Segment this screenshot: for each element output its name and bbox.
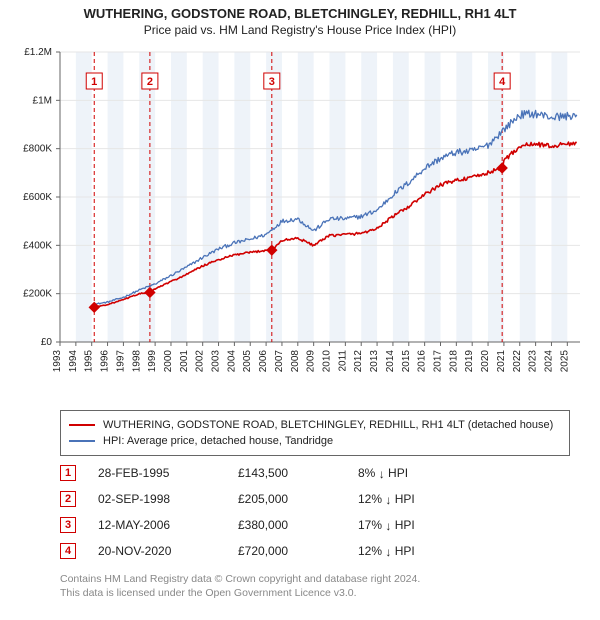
transaction-price: £143,500 <box>238 466 358 480</box>
chart-title: WUTHERING, GODSTONE ROAD, BLETCHINGLEY, … <box>0 6 600 21</box>
svg-text:1998: 1998 <box>131 350 142 373</box>
svg-text:1995: 1995 <box>84 350 95 373</box>
svg-text:2008: 2008 <box>290 350 301 373</box>
chart-titles: WUTHERING, GODSTONE ROAD, BLETCHINGLEY, … <box>0 0 600 37</box>
transaction-price: £380,000 <box>238 518 358 532</box>
legend-item: HPI: Average price, detached house, Tand… <box>69 433 561 449</box>
svg-text:2010: 2010 <box>322 350 333 373</box>
svg-text:2017: 2017 <box>432 350 443 373</box>
transaction-date: 28-FEB-1995 <box>98 466 238 480</box>
footer-attribution: Contains HM Land Registry data © Crown c… <box>60 572 570 600</box>
svg-text:2003: 2003 <box>211 350 222 373</box>
transaction-date: 20-NOV-2020 <box>98 544 238 558</box>
legend-swatch <box>69 440 95 442</box>
footer-line1: Contains HM Land Registry data © Crown c… <box>60 572 570 586</box>
svg-text:£400K: £400K <box>23 240 52 251</box>
transaction-price: £205,000 <box>238 492 358 506</box>
transaction-marker: 4 <box>60 543 76 559</box>
svg-text:2022: 2022 <box>512 350 523 373</box>
legend: WUTHERING, GODSTONE ROAD, BLETCHINGLEY, … <box>60 410 570 456</box>
svg-text:2012: 2012 <box>353 350 364 373</box>
chart-svg: £0 £200K £400K £600K £800K £1M £1.2M 1993 1994 19… <box>0 42 600 402</box>
svg-text:1994: 1994 <box>68 350 79 373</box>
svg-text:2002: 2002 <box>195 350 206 373</box>
transaction-date: 02-SEP-1998 <box>98 492 238 506</box>
legend-label: HPI: Average price, detached house, Tand… <box>103 433 333 449</box>
transactions-table: 1 28-FEB-1995£143,5008% ↓ HPI 2 02-SEP-1998… <box>60 460 570 564</box>
chart-container: { "title_line1": "WUTHERING, GODSTONE RO… <box>0 0 600 620</box>
svg-text:2021: 2021 <box>496 350 507 373</box>
transaction-delta: 12% ↓ HPI <box>358 544 498 558</box>
svg-text:4: 4 <box>499 76 506 88</box>
svg-text:2025: 2025 <box>559 350 570 373</box>
svg-text:2015: 2015 <box>401 350 412 373</box>
svg-text:1: 1 <box>91 76 97 88</box>
svg-text:2004: 2004 <box>226 350 237 373</box>
svg-text:£200K: £200K <box>23 289 52 300</box>
svg-text:2007: 2007 <box>274 350 285 373</box>
svg-text:2001: 2001 <box>179 350 190 373</box>
svg-text:1999: 1999 <box>147 350 158 373</box>
transaction-delta: 12% ↓ HPI <box>358 492 498 506</box>
svg-text:2016: 2016 <box>417 350 428 373</box>
svg-text:£1M: £1M <box>33 95 52 106</box>
svg-text:£800K: £800K <box>23 144 52 155</box>
svg-text:1993: 1993 <box>52 350 63 373</box>
svg-text:3: 3 <box>269 76 275 88</box>
legend-swatch <box>69 424 95 426</box>
svg-text:2013: 2013 <box>369 350 380 373</box>
transaction-row: 4 20-NOV-2020£720,00012% ↓ HPI <box>60 538 570 564</box>
svg-text:2020: 2020 <box>480 350 491 373</box>
svg-text:2019: 2019 <box>464 350 475 373</box>
svg-text:£0: £0 <box>41 337 53 348</box>
chart-subtitle: Price paid vs. HM Land Registry's House … <box>0 23 600 37</box>
chart-plot: £0 £200K £400K £600K £800K £1M £1.2M 1993 1994 19… <box>0 42 600 402</box>
svg-text:2023: 2023 <box>528 350 539 373</box>
svg-text:2006: 2006 <box>258 350 269 373</box>
transaction-row: 3 12-MAY-2006£380,00017% ↓ HPI <box>60 512 570 538</box>
transaction-row: 1 28-FEB-1995£143,5008% ↓ HPI <box>60 460 570 486</box>
svg-text:£1.2M: £1.2M <box>24 47 52 58</box>
svg-text:1997: 1997 <box>115 350 126 373</box>
transaction-row: 2 02-SEP-1998£205,00012% ↓ HPI <box>60 486 570 512</box>
transaction-marker: 1 <box>60 465 76 481</box>
legend-label: WUTHERING, GODSTONE ROAD, BLETCHINGLEY, … <box>103 417 553 433</box>
svg-text:1996: 1996 <box>100 350 111 373</box>
svg-text:2011: 2011 <box>337 350 348 372</box>
svg-text:2014: 2014 <box>385 350 396 373</box>
svg-text:£600K: £600K <box>23 192 52 203</box>
svg-text:2: 2 <box>147 76 153 88</box>
svg-text:2024: 2024 <box>543 350 554 373</box>
transaction-delta: 8% ↓ HPI <box>358 466 498 480</box>
svg-text:2018: 2018 <box>448 350 459 373</box>
transaction-marker: 2 <box>60 491 76 507</box>
svg-text:2005: 2005 <box>242 350 253 373</box>
transaction-marker: 3 <box>60 517 76 533</box>
transaction-date: 12-MAY-2006 <box>98 518 238 532</box>
transaction-delta: 17% ↓ HPI <box>358 518 498 532</box>
footer-line2: This data is licensed under the Open Gov… <box>60 586 570 600</box>
legend-item: WUTHERING, GODSTONE ROAD, BLETCHINGLEY, … <box>69 417 561 433</box>
transaction-price: £720,000 <box>238 544 358 558</box>
svg-text:2009: 2009 <box>306 350 317 373</box>
svg-text:2000: 2000 <box>163 350 174 373</box>
